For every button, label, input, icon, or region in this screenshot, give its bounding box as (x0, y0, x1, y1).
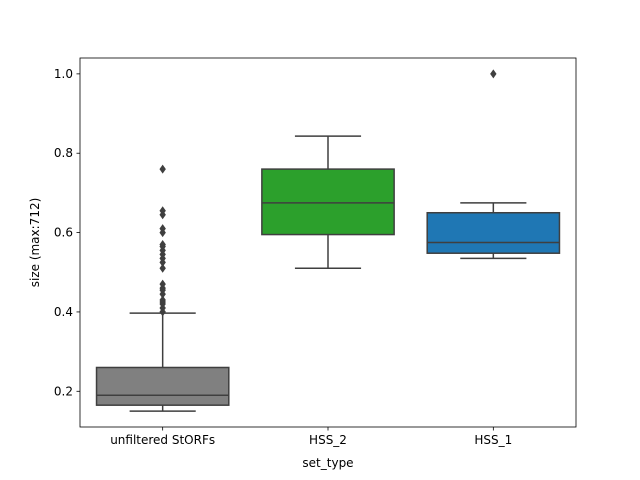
y-axis-label: size (max:712) (28, 198, 42, 288)
outlier-point (490, 69, 497, 79)
x-axis-label: set_type (302, 456, 353, 470)
x-tick-label: HSS_2 (309, 433, 347, 447)
x-tick-label: HSS_1 (474, 433, 512, 447)
x-tick-label: unfiltered StORFs (110, 433, 215, 447)
boxes-layer (95, 69, 561, 412)
outlier-point (159, 239, 166, 249)
outlier-point (159, 206, 166, 216)
outlier-point (159, 263, 166, 273)
y-axis: 0.2 0.4 0.6 0.8 1.0 (54, 67, 80, 398)
outlier-point (159, 224, 166, 234)
box-group-1 (261, 135, 395, 270)
box-group-2 (426, 69, 561, 260)
y-tick-label: 0.6 (54, 226, 73, 240)
plot-frame (79, 57, 577, 428)
x-axis: unfiltered StORFs HSS_2 HSS_1 (110, 427, 512, 447)
y-tick-label: 1.0 (54, 67, 73, 81)
outlier-point (159, 279, 166, 289)
box (95, 366, 230, 406)
box-group-0 (95, 164, 230, 412)
box (261, 168, 395, 236)
y-tick-label: 0.8 (54, 146, 73, 160)
y-tick-label: 0.2 (54, 384, 73, 398)
box (426, 211, 561, 254)
y-tick-label: 0.4 (54, 305, 73, 319)
outlier-point (159, 164, 166, 174)
outlier-point (159, 295, 166, 305)
